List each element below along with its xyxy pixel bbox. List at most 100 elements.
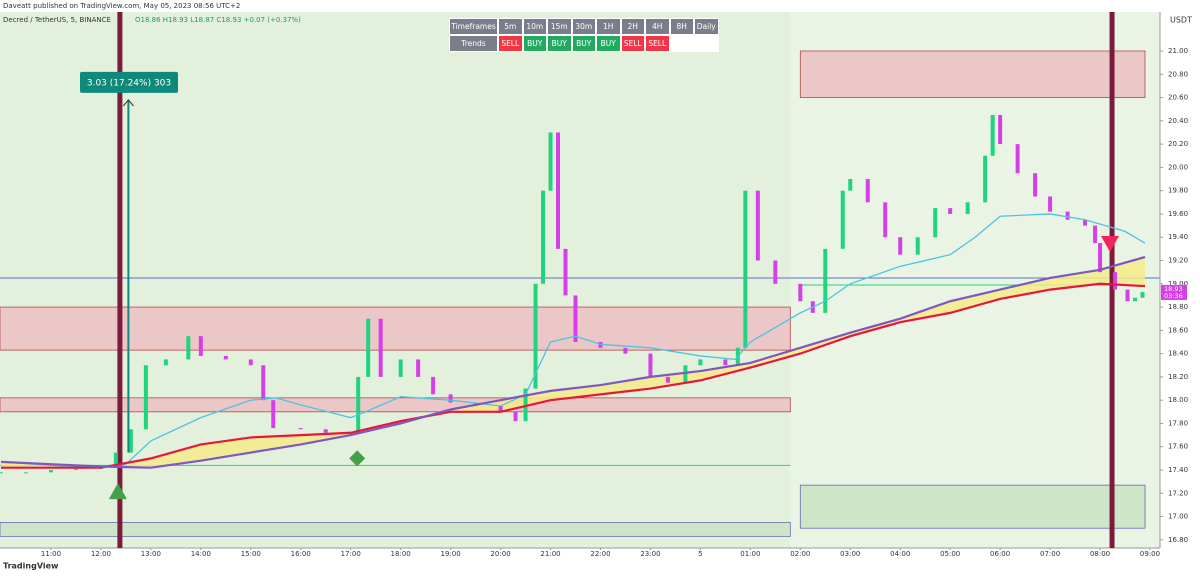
candle xyxy=(998,115,1003,145)
x-tick-label: 18:00 xyxy=(391,550,411,558)
x-tick-label: 19:00 xyxy=(441,550,461,558)
candle xyxy=(416,359,421,377)
candle xyxy=(556,132,561,249)
signal-bar xyxy=(1109,12,1115,548)
signal-up xyxy=(108,483,127,500)
candle xyxy=(948,208,953,214)
candle xyxy=(623,347,628,354)
table-cell: BUY xyxy=(596,35,621,52)
candle xyxy=(356,376,361,433)
candle xyxy=(143,365,148,430)
candle xyxy=(73,468,78,471)
y-tick-label: 18.60 xyxy=(1168,326,1188,334)
symbol: Decred / TetherUS, 5, BINANCE xyxy=(3,16,111,24)
x-tick-label: 12:00 xyxy=(91,550,111,558)
y-tick-label: 17.80 xyxy=(1168,419,1188,427)
table-cell: 5m xyxy=(498,18,523,35)
candle xyxy=(933,208,938,238)
candle xyxy=(533,283,538,389)
candle xyxy=(1015,144,1020,174)
candle xyxy=(665,376,670,383)
table-cell xyxy=(669,35,694,52)
candle xyxy=(990,115,995,156)
x-tick-label: 14:00 xyxy=(191,550,211,558)
ohlc: O18.86 H18.93 L18.87 C18.93 +0.07 (+0.37… xyxy=(135,16,301,24)
y-tick-label: 18.80 xyxy=(1168,303,1188,311)
candle xyxy=(1098,243,1103,273)
candle xyxy=(223,355,228,360)
candle xyxy=(1140,291,1145,298)
currency: USDT xyxy=(1170,16,1192,25)
candle xyxy=(48,470,53,473)
candle xyxy=(865,179,870,203)
y-tick-label: 21.00 xyxy=(1168,47,1188,55)
candle xyxy=(271,400,276,429)
last-price-box xyxy=(1161,284,1187,300)
y-tick-label: 20.00 xyxy=(1168,163,1188,171)
table-cell: 4H xyxy=(645,18,670,35)
x-tick-label: 13:00 xyxy=(141,550,161,558)
published: Daveatt published on TradingView.com, Ma… xyxy=(3,2,240,10)
candle xyxy=(1048,196,1053,212)
table-cell: 10m xyxy=(522,18,547,35)
candle xyxy=(1083,219,1088,226)
candle xyxy=(1125,289,1130,302)
candle xyxy=(648,353,653,377)
y-tick-label: 16.80 xyxy=(1168,536,1188,544)
candle xyxy=(0,472,3,474)
candle xyxy=(128,429,133,453)
candle xyxy=(698,359,703,366)
candle xyxy=(573,295,578,342)
y-tick-label: 19.40 xyxy=(1168,233,1188,241)
candle xyxy=(298,428,303,430)
arrow-head xyxy=(123,99,134,107)
candle xyxy=(723,359,728,366)
candle xyxy=(323,429,328,433)
zone xyxy=(0,397,791,413)
x-tick-label: 07:00 xyxy=(1040,550,1060,558)
x-tick-label: 03:00 xyxy=(840,550,860,558)
table-cell: BUY xyxy=(547,35,572,52)
y-tick-label: 19.20 xyxy=(1168,257,1188,265)
candle xyxy=(261,365,266,401)
table-cell: 2H xyxy=(620,18,645,35)
candle xyxy=(1133,297,1138,302)
y-tick-label: 19.00 xyxy=(1168,280,1188,288)
candle xyxy=(848,179,853,191)
measure-box xyxy=(80,71,178,93)
y-tick-label: 17.20 xyxy=(1168,489,1188,497)
candle xyxy=(548,132,553,191)
candle xyxy=(186,336,191,360)
y-tick-label: 18.20 xyxy=(1168,373,1188,381)
x-tick-label: 22:00 xyxy=(590,550,610,558)
candle xyxy=(113,452,118,468)
candle xyxy=(541,190,546,284)
table-cell: 15m xyxy=(547,18,572,35)
candle xyxy=(798,283,803,302)
candle xyxy=(248,359,253,366)
countdown: 03:36 xyxy=(1164,292,1183,300)
candle xyxy=(163,359,168,366)
candle xyxy=(965,202,970,214)
table-cell: BUY xyxy=(571,35,596,52)
x-tick-label: 21:00 xyxy=(540,550,560,558)
candle xyxy=(683,365,688,383)
x-tick-label: 5 xyxy=(698,550,702,558)
y-tick-label: 20.40 xyxy=(1168,117,1188,125)
candle xyxy=(198,336,203,356)
candle xyxy=(915,237,920,255)
signal-diamond xyxy=(349,450,366,467)
y-tick-label: 17.40 xyxy=(1168,466,1188,474)
y-tick-label: 20.80 xyxy=(1168,70,1188,78)
candle xyxy=(431,376,436,395)
trend-table: Timeframes 5m 10m 15m 30m 1H 2H 4H 8H Daily Trends… xyxy=(449,18,719,52)
signal-bar xyxy=(117,12,123,548)
x-tick-label: 02:00 xyxy=(790,550,810,558)
candle xyxy=(898,237,903,255)
candle xyxy=(563,248,568,296)
candle xyxy=(513,411,518,422)
table-cell: SELL xyxy=(620,35,645,52)
candle xyxy=(840,190,845,249)
table-cell: 8H xyxy=(669,18,694,35)
candle xyxy=(743,190,748,348)
